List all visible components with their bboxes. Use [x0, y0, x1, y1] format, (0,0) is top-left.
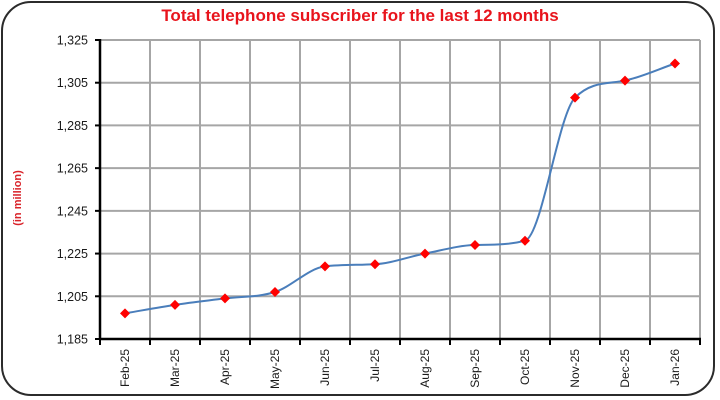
diamond-marker-icon: [120, 308, 130, 319]
diamond-marker-icon: [170, 299, 180, 310]
y-tick-label: 1,265: [57, 162, 88, 176]
x-tick-label: Mar-25: [168, 349, 182, 387]
y-tick-label: 1,205: [57, 290, 88, 304]
gridlines: [100, 39, 701, 340]
data-markers: [120, 58, 680, 319]
x-tick-label: Jun-25: [318, 349, 332, 386]
x-tick-label: Dec-25: [618, 349, 632, 388]
x-tick-label: Jan-26: [668, 349, 682, 386]
y-tick-label: 1,225: [57, 247, 88, 261]
y-tick-label: 1,285: [57, 119, 88, 133]
x-tick-label: Aug-25: [418, 349, 432, 388]
diamond-marker-icon: [520, 235, 530, 246]
x-axis-ticks: Feb-25 Mar-25 Apr-25 May-25 Jun-25 Jul-25 Aug-…: [99, 339, 701, 389]
y-axis-ticks: 1,185 1,205 1,225 1,245 1,265 1,285 1,305 1,325: [57, 34, 100, 347]
y-tick-label: 1,185: [57, 333, 88, 347]
diamond-marker-icon: [570, 92, 580, 103]
y-tick-label: 1,245: [57, 204, 88, 218]
chart-frame: [1, 1, 715, 396]
x-tick-label: Sep-25: [468, 349, 482, 388]
diamond-marker-icon: [270, 287, 280, 298]
y-tick-label: 1,325: [57, 34, 88, 48]
y-tick-label: 1,305: [57, 76, 88, 90]
x-tick-label: Oct-25: [518, 349, 532, 385]
x-tick-label: Apr-25: [218, 349, 232, 385]
x-tick-label: Nov-25: [568, 349, 582, 388]
diamond-marker-icon: [670, 58, 680, 69]
diamond-marker-icon: [320, 261, 330, 272]
diamond-marker-icon: [420, 248, 430, 259]
chart-title: Total telephone subscriber for the last …: [161, 6, 559, 25]
x-tick-label: Feb-25: [118, 349, 132, 387]
x-tick-label: May-25: [268, 349, 282, 389]
diamond-marker-icon: [470, 240, 480, 251]
diamond-marker-icon: [370, 259, 380, 270]
diamond-marker-icon: [620, 75, 630, 86]
x-tick-label: Jul-25: [368, 349, 382, 382]
diamond-marker-icon: [220, 293, 230, 304]
